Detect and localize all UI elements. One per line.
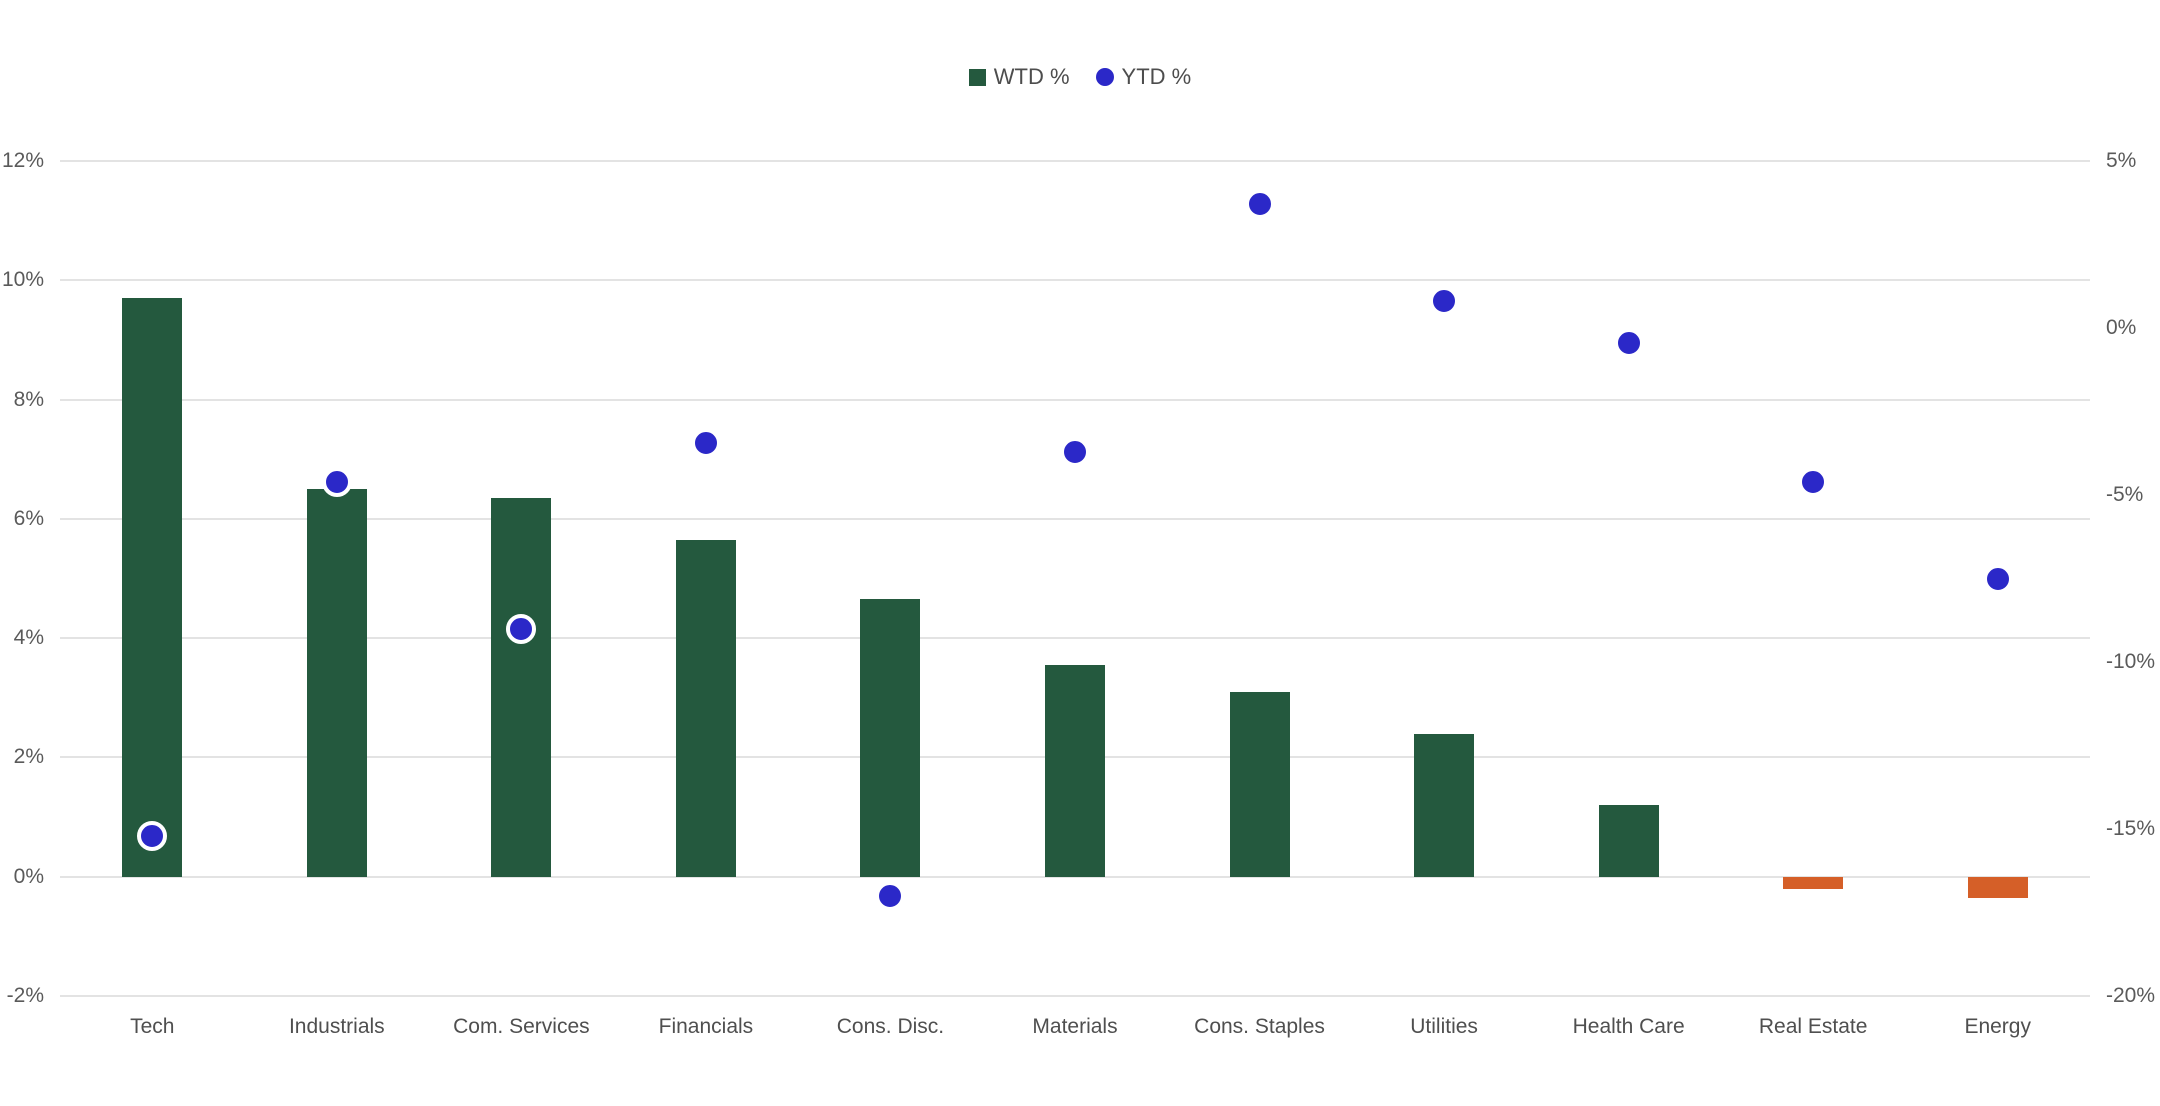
legend-item-wtd[interactable]: WTD % [968, 64, 1070, 89]
legend-label-wtd: WTD % [993, 64, 1070, 89]
x-axis-label-energy: Energy [1964, 1015, 2031, 1038]
bar-cons-disc [860, 599, 921, 877]
left-axis-tick: 12% [1, 149, 44, 172]
dot-energy [1982, 563, 2013, 594]
bar-utilities [1414, 733, 1475, 877]
gridline [60, 637, 2090, 640]
bar-health-care [1598, 805, 1659, 877]
x-axis-label-industrials: Industrials [288, 1015, 385, 1038]
gridline [60, 279, 2090, 282]
dot-financials [690, 428, 721, 459]
x-axis-label-cons-staples: Cons. Staples [1194, 1015, 1325, 1038]
left-axis-tick: 0% [13, 864, 44, 888]
bar-industrials [306, 489, 367, 877]
dot-cons-staples [1244, 189, 1275, 220]
x-axis-label-financials: Financials [658, 1015, 754, 1038]
right-axis-tick: -15% [2106, 817, 2156, 840]
right-axis-tick: 0% [2106, 316, 2137, 339]
dot-health-care [1613, 328, 1644, 359]
x-axis-label-materials: Materials [1032, 1015, 1118, 1038]
x-axis-label-cons-disc: Cons. Disc. [836, 1015, 945, 1038]
x-axis-label-com-services: Com. Services [453, 1015, 590, 1038]
bar-tech [122, 298, 183, 877]
chart-legend: WTD % YTD % [0, 66, 2160, 88]
wtd-square-icon [968, 68, 986, 86]
gridline [60, 398, 2090, 401]
x-axis-label-utilities: Utilities [1410, 1015, 1478, 1038]
right-axis-tick: -20% [2106, 984, 2156, 1007]
bar-cons-staples [1229, 691, 1290, 877]
right-axis-tick: 5% [2106, 149, 2137, 172]
dot-tech [137, 820, 168, 851]
ytd-circle-icon [1095, 68, 1114, 86]
bar-materials [1045, 664, 1105, 877]
dot-com-services [506, 613, 537, 644]
right-axis-tick: -10% [2106, 650, 2156, 673]
dot-cons-disc [875, 880, 906, 911]
gridline [60, 875, 2090, 878]
left-axis-tick: 6% [13, 506, 44, 530]
dot-real-estate [1798, 466, 1829, 497]
bar-financials [675, 539, 736, 877]
x-axis-label-tech: Tech [130, 1015, 175, 1038]
gridline [60, 995, 2090, 997]
dot-industrials [321, 466, 352, 497]
left-axis-tick: 8% [13, 387, 44, 411]
left-axis-tick: -2% [6, 984, 44, 1007]
bar-com-services [491, 497, 552, 877]
legend-item-ytd[interactable]: YTD % [1095, 64, 1192, 89]
gridline [60, 160, 2090, 162]
gridline [60, 517, 2090, 520]
right-axis-tick: -5% [2106, 483, 2144, 506]
bar-energy [1967, 876, 2028, 898]
legend-label-ytd: YTD % [1121, 64, 1192, 89]
x-axis-label-health-care: Health Care [1572, 1015, 1685, 1038]
left-axis-tick: 2% [13, 745, 44, 769]
dot-utilities [1429, 286, 1460, 317]
x-axis-label-real-estate: Real Estate [1758, 1015, 1868, 1038]
bar-real-estate [1783, 876, 1844, 889]
left-axis-tick: 4% [13, 626, 44, 650]
dot-materials [1060, 436, 1090, 467]
left-axis-tick: 10% [1, 268, 44, 292]
